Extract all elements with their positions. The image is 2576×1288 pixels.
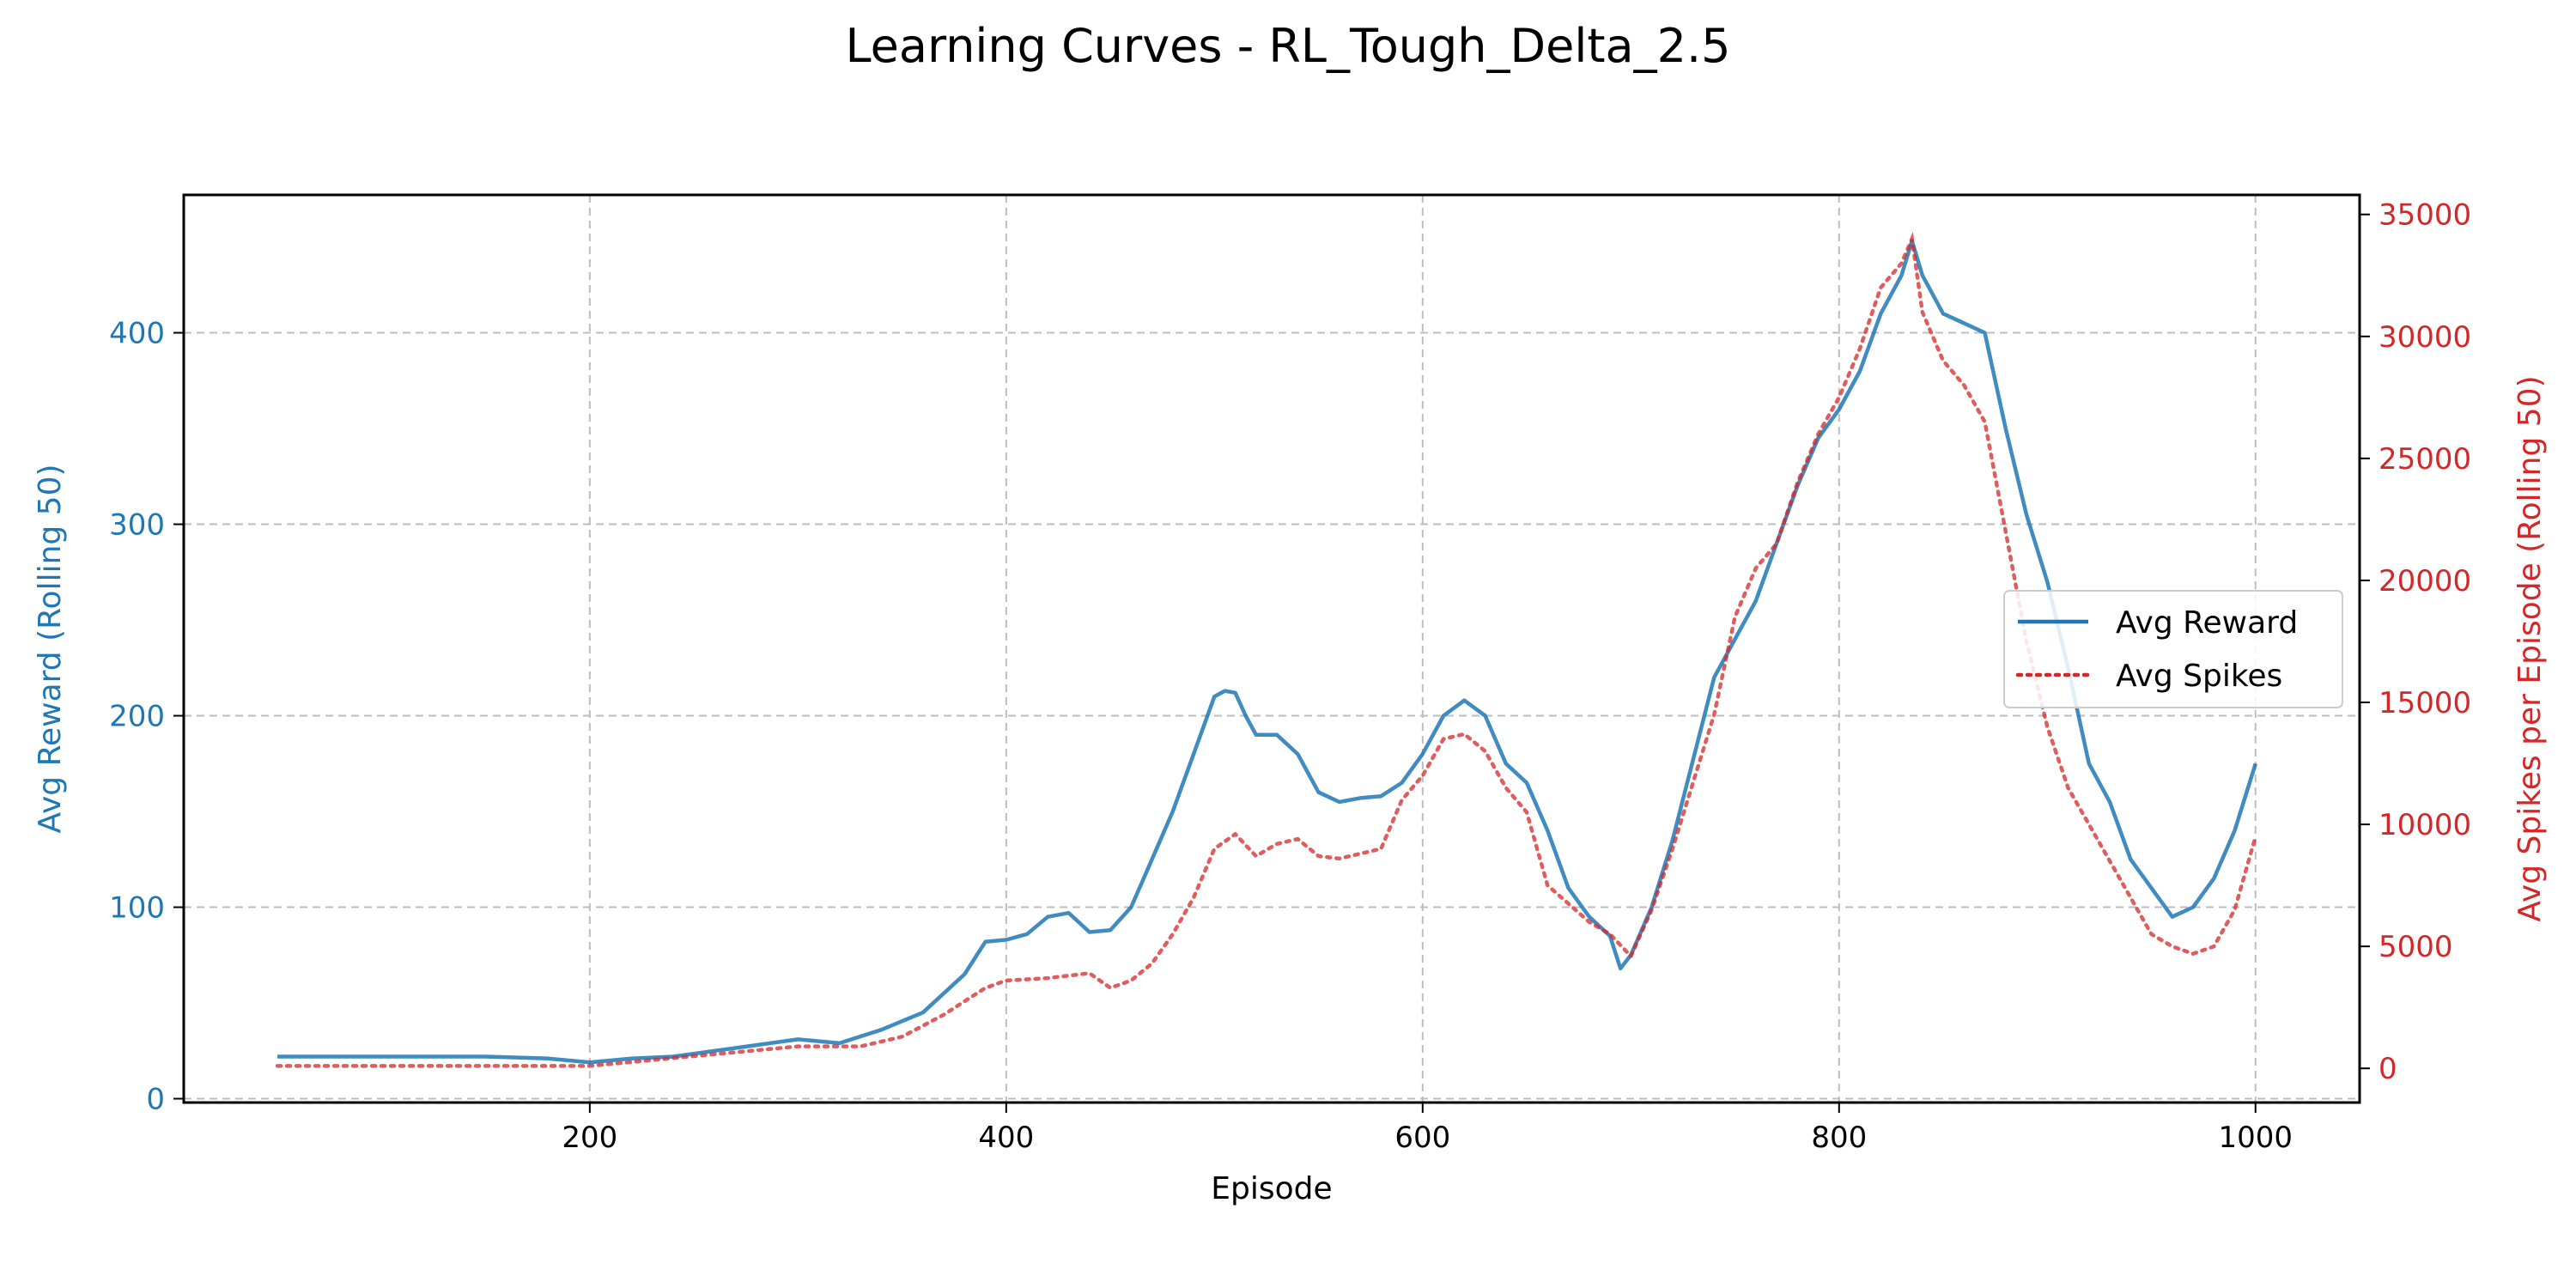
x-tick-label: 600 — [1394, 1121, 1450, 1155]
y-right-tick-label: 20000 — [2379, 564, 2471, 598]
y-right-tick-label: 35000 — [2379, 198, 2471, 233]
y-right-tick-label: 25000 — [2379, 442, 2471, 477]
y-right-tick-label: 15000 — [2379, 686, 2471, 720]
y-right-tick-label: 5000 — [2379, 930, 2453, 964]
y-left-tick-label: 100 — [109, 891, 165, 926]
y-right-tick-label: 30000 — [2379, 320, 2471, 355]
y-right-tick-label: 10000 — [2379, 808, 2471, 842]
y-left-tick-label: 300 — [109, 508, 165, 543]
x-tick-label: 1000 — [2218, 1121, 2293, 1155]
legend-box — [2003, 590, 2343, 708]
y-right-tick-label: 0 — [2379, 1052, 2397, 1086]
y-left-tick-label: 400 — [109, 317, 165, 351]
x-tick-label: 400 — [978, 1121, 1034, 1155]
legend-label-avg-reward: Avg Reward — [2116, 605, 2298, 641]
legend-label-avg-spikes: Avg Spikes — [2116, 659, 2282, 694]
axis-ticks: 200 400 600 800 1000010020030040005000100001… — [109, 198, 2471, 1155]
x-axis-label: Episode — [1211, 1171, 1332, 1206]
y-left-tick-label: 200 — [109, 700, 165, 734]
x-tick-label: 200 — [562, 1121, 617, 1155]
y-left-tick-label: 0 — [146, 1083, 165, 1117]
y-axis-left-label: Avg Reward (Rolling 50) — [33, 464, 68, 833]
plot-frame — [182, 193, 2361, 1104]
legend: Avg Reward Avg Spikes — [2003, 590, 2343, 708]
series-line-avg-reward — [277, 239, 2257, 1065]
y-axis-right-label: Avg Spikes per Episode (Rolling 50) — [2512, 375, 2548, 921]
x-tick-label: 800 — [1811, 1121, 1867, 1155]
chart-title: Learning Curves - RL_Tough_Delta_2.5 — [846, 19, 1731, 73]
